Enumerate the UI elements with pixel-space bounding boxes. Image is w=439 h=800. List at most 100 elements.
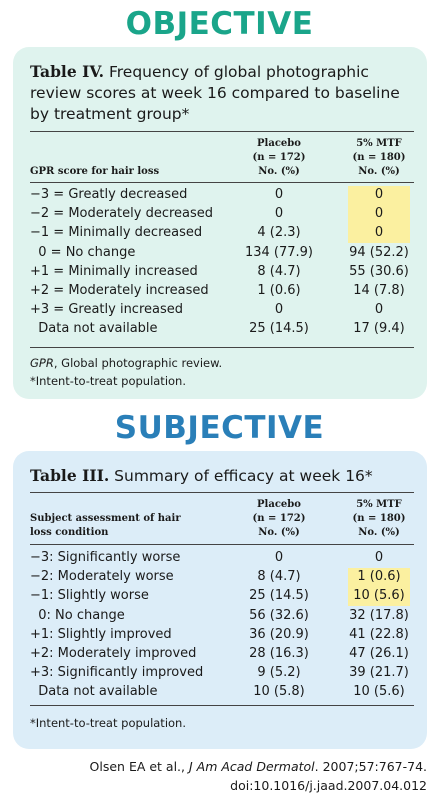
gpr-definition: , Global photographic review.: [53, 356, 223, 370]
row-label: −1 = Minimally decreased: [30, 225, 203, 241]
placebo-n: (n = 172): [252, 513, 306, 524]
table-row: −3 = Greatly decreased 0 0: [13, 186, 427, 205]
row-label: −2 = Moderately decreased: [30, 206, 214, 222]
mtf-value: 32 (17.8): [349, 607, 409, 623]
objective-footnote-abbrev: GPR, Global photographic review.: [30, 354, 222, 372]
table-row: −1: Slightly worse 25 (14.5) 10 (5.6): [13, 587, 427, 606]
placebo-value: 25 (14.5): [249, 588, 309, 604]
table-row: 0: No change 56 (32.6) 32 (17.8): [13, 607, 427, 626]
objective-top-rule: [30, 131, 414, 133]
mtf-value: 10 (5.6): [353, 684, 405, 700]
placebo-unit: No. (%): [258, 527, 300, 538]
mtf-value: 55 (30.6): [349, 263, 409, 279]
table-row: +1 = Minimally increased 8 (4.7) 55 (30.6): [13, 263, 427, 282]
row-label: 0 = No change: [30, 244, 136, 260]
subjective-table-card: Table III. Summary of efficacy at week 1…: [13, 451, 427, 749]
subjective-table-title: Table III. Summary of efficacy at week 1…: [30, 465, 414, 487]
table-row: −3: Significantly worse 0 0: [13, 549, 427, 568]
row-label: +3: Significantly improved: [30, 665, 204, 681]
mtf-value: 94 (52.2): [349, 244, 409, 260]
mtf-value: 41 (22.8): [349, 626, 409, 642]
placebo-label: Placebo: [257, 138, 301, 149]
row-label: Data not available: [30, 684, 158, 700]
row-label: −3: Significantly worse: [30, 550, 181, 565]
mtf-unit: No. (%): [358, 527, 400, 538]
placebo-label: Placebo: [257, 499, 301, 510]
placebo-unit: No. (%): [258, 166, 300, 177]
mtf-label: 5% MTF: [356, 499, 402, 510]
table-row: −2: Moderately worse 8 (4.7) 1 (0.6): [13, 568, 427, 587]
table-row: +3: Significantly improved 9 (5.2) 39 (21.…: [13, 664, 427, 683]
objective-placebo-header: Placebo (n = 172) No. (%): [229, 137, 329, 179]
row-label: −1: Slightly worse: [30, 588, 149, 604]
mtf-value-highlighted: 0: [348, 205, 410, 224]
placebo-value: 1 (0.6): [257, 283, 301, 298]
row-label: 0: No change: [30, 607, 125, 623]
row-label: Data not available: [30, 321, 158, 337]
mtf-value: 14 (7.8): [353, 283, 405, 298]
table-row: −1 = Minimally decreased 4 (2.3) 0: [13, 224, 427, 243]
gpr-abbrev: GPR: [30, 356, 54, 370]
table-row: 0 = No change 134 (77.9) 94 (52.2): [13, 244, 427, 263]
mtf-value: 0: [374, 550, 384, 565]
table-row: −2 = Moderately decreased 0 0: [13, 205, 427, 224]
placebo-n: (n = 172): [252, 152, 306, 163]
subjective-placebo-header: Placebo (n = 172) No. (%): [229, 498, 329, 540]
table-row: +1: Slightly improved 36 (20.9) 41 (22.8): [13, 626, 427, 645]
placebo-value: 56 (32.6): [249, 607, 309, 623]
table-row: Data not available 10 (5.8) 10 (5.6): [13, 683, 427, 702]
row-header-line-2: loss condition: [30, 527, 109, 538]
placebo-value: 0: [274, 206, 284, 222]
subjective-table-caption: Summary of efficacy at week 16*: [114, 467, 373, 485]
row-label: −3 = Greatly decreased: [30, 187, 188, 202]
citation-details: . 2007;57:767-74.: [314, 759, 427, 774]
table-row: +3 = Greatly increased 0 0: [13, 301, 427, 320]
row-label: +3 = Greatly increased: [30, 302, 183, 318]
mtf-value: 39 (21.7): [349, 665, 409, 681]
mtf-value-highlighted: 1 (0.6): [348, 568, 410, 587]
placebo-value: 4 (2.3): [257, 225, 301, 241]
objective-header-rule: [30, 182, 414, 184]
row-label: +1: Slightly improved: [30, 626, 172, 642]
placebo-value: 28 (16.3): [249, 646, 309, 661]
mtf-unit: No. (%): [358, 166, 400, 177]
placebo-value: 25 (14.5): [249, 321, 309, 337]
subjective-bottom-rule: [30, 705, 414, 707]
objective-footnote-itt: *Intent-to-treat population.: [30, 374, 186, 388]
row-label: +2 = Moderately increased: [30, 283, 209, 298]
row-label: −2: Moderately worse: [30, 569, 174, 585]
subjective-row-header: Subject assessment of hair loss conditio…: [30, 512, 181, 540]
placebo-value: 0: [274, 550, 284, 565]
subjective-heading: SUBJECTIVE: [114, 410, 325, 446]
objective-table-caption: Frequency of global photographic review …: [30, 63, 400, 123]
placebo-value: 10 (5.8): [253, 684, 305, 700]
mtf-n: (n = 180): [352, 152, 406, 163]
objective-table-card: Table IV. Frequency of global photograph…: [13, 47, 427, 399]
table-row: +2: Moderately improved 28 (16.3) 47 (26.1…: [13, 645, 427, 664]
placebo-value: 0: [274, 187, 284, 202]
subjective-header-rule: [30, 544, 414, 546]
mtf-value-highlighted: 0: [348, 224, 410, 243]
citation-line-1: Olsen EA et al., J Am Acad Dermatol. 200…: [0, 758, 427, 776]
mtf-value: 17 (9.4): [353, 321, 405, 337]
mtf-value: 0: [374, 302, 384, 318]
mtf-n: (n = 180): [352, 513, 406, 524]
table-row: +2 = Moderately increased 1 (0.6) 14 (7.8): [13, 282, 427, 301]
placebo-value: 36 (20.9): [249, 626, 309, 642]
mtf-value-highlighted: 10 (5.6): [348, 587, 410, 606]
placebo-value: 9 (5.2): [257, 665, 301, 681]
subjective-table-label: Table III.: [30, 466, 110, 485]
subjective-top-rule: [30, 492, 414, 494]
objective-table-title: Table IV. Frequency of global photograph…: [30, 61, 414, 125]
subjective-mtf-header: 5% MTF (n = 180) No. (%): [329, 498, 429, 540]
citation-doi: doi:10.1016/j.jaad.2007.04.012: [230, 778, 427, 793]
mtf-value-highlighted: 0: [348, 186, 410, 205]
objective-row-header: GPR score for hair loss: [30, 166, 160, 177]
row-label: +1 = Minimally increased: [30, 263, 198, 279]
subjective-footnote-itt: *Intent-to-treat population.: [30, 716, 186, 730]
placebo-value: 8 (4.7): [257, 569, 301, 585]
objective-table-label: Table IV.: [30, 62, 105, 81]
placebo-value: 0: [274, 302, 284, 318]
placebo-value: 8 (4.7): [257, 263, 301, 279]
table-row: Data not available 25 (14.5) 17 (9.4): [13, 320, 427, 339]
